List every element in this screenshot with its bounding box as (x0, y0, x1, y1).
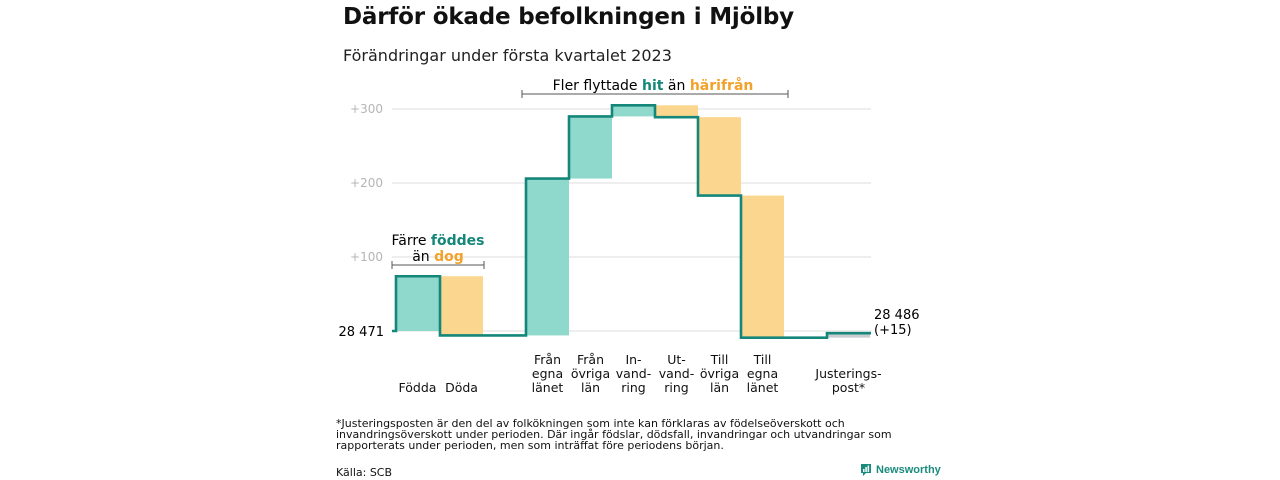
chart-subtitle: Förändringar under första kvartalet 2023 (343, 46, 672, 65)
waterfall-bar (526, 178, 569, 336)
label-layer: Födda DödaFrånegnalänetFrånövrigalänIn-va… (399, 352, 882, 395)
x-category-label: Justerings- (814, 366, 881, 381)
y-tick-label: +100 (350, 250, 383, 264)
source-label: Källa: SCB (336, 466, 393, 479)
births-annotation-text: Färre (392, 233, 431, 249)
end-value-label: 28 486 (874, 308, 920, 323)
births-annotation-highlight: föddes (431, 233, 485, 249)
waterfall-bar (612, 105, 655, 117)
births-annotation: Färre föddes än dog (391, 233, 485, 269)
x-category-label: Döda (445, 380, 478, 395)
waterfall-bar (569, 116, 612, 179)
chart-title: Därför ökade befolkningen i Mjölby (343, 4, 794, 30)
x-category-label: Födda (399, 380, 437, 395)
x-category-label: Ut- (667, 352, 686, 367)
waterfall-bar (655, 105, 698, 118)
waterfall-bar (741, 195, 784, 338)
deaths-annotation-text: än (412, 249, 434, 265)
brand-name: Newsworthy (876, 464, 941, 476)
svg-text:Fler flyttade hit än härifrån: Fler flyttade hit än härifrån (553, 77, 754, 94)
migration-annotation-highlight-out: härifrån (690, 77, 754, 94)
x-category-label: län (710, 380, 729, 395)
step-line-layer (392, 104, 871, 339)
x-category-label: länet (747, 380, 779, 395)
x-category-label: län (581, 380, 600, 395)
waterfall-bar (440, 276, 483, 336)
migration-annotation-text-2: än (663, 78, 689, 94)
y-tick-label: +200 (350, 176, 383, 190)
x-category-label: Från (577, 352, 604, 367)
bar-layer (396, 105, 870, 338)
waterfall-bar (698, 117, 741, 196)
x-category-label: övriga (700, 366, 739, 381)
y-tick-label: +300 (350, 102, 383, 116)
x-category-label: ring (664, 380, 688, 395)
waterfall-bar (827, 333, 870, 338)
grid-layer: +100 +200 +300 (350, 102, 871, 332)
x-category-label: länet (532, 380, 564, 395)
deaths-annotation-highlight: dog (434, 249, 464, 265)
end-change-label: (+15) (874, 323, 912, 338)
x-category-label: övriga (571, 366, 610, 381)
cumulative-step-line (392, 104, 871, 339)
svg-text:än dog: än dog (412, 249, 464, 265)
brand-logo: Newsworthy (860, 463, 941, 477)
migration-annotation-highlight-in: hit (642, 78, 664, 94)
x-category-label: egna (747, 366, 778, 381)
x-category-label: egna (532, 366, 563, 381)
waterfall-bar (396, 276, 439, 331)
x-category-label: ring (621, 380, 645, 395)
svg-text:Färre föddes: Färre föddes (392, 233, 485, 249)
x-category-label: vand- (659, 366, 694, 381)
footnote: *Justeringsposten är den del av folkökni… (336, 417, 892, 452)
x-category-label: Till (710, 352, 729, 367)
x-category-label: Från (534, 352, 561, 367)
x-category-label: vand- (616, 366, 651, 381)
migration-annotation: Fler flyttade hit än härifrån (521, 77, 789, 98)
migration-annotation-text: Fler flyttade (553, 78, 642, 94)
x-category-label: Till (753, 352, 772, 367)
x-category-label: post* (832, 380, 865, 395)
newsworthy-logo-icon (861, 464, 871, 476)
x-category-label: In- (625, 352, 641, 367)
start-value-label: 28 471 (339, 325, 385, 340)
